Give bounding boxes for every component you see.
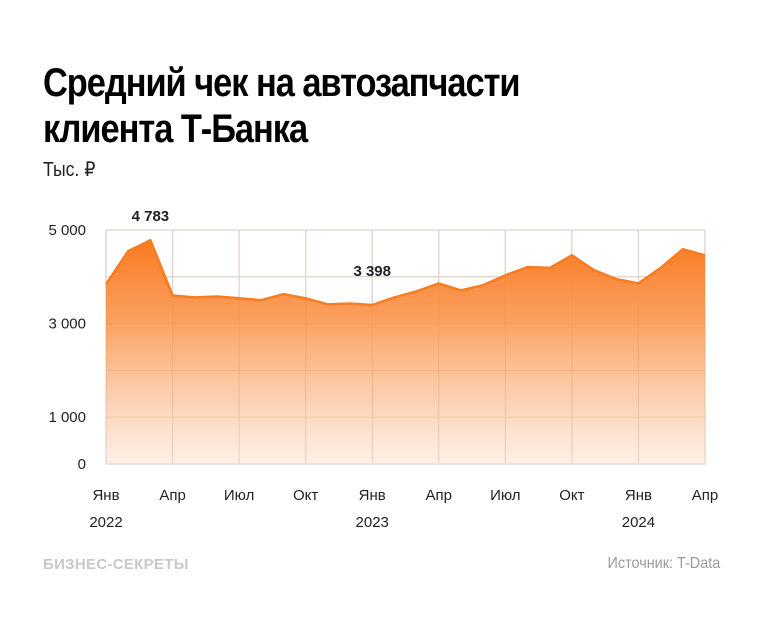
x-tick-label: Июл <box>490 487 520 504</box>
data-line <box>104 238 706 307</box>
value-annotation: 3 398 <box>353 263 391 280</box>
x-tick-label: Апр <box>426 487 452 504</box>
brand-logo: БИЗНЕС-СЕКРЕТЫ <box>43 556 189 573</box>
x-tick-label: Окт <box>559 487 584 504</box>
chart-title: Средний чек на автозапчасти клиента Т-Ба… <box>43 61 521 151</box>
x-tick-label: Июл <box>224 487 254 504</box>
x-tick-label: Окт <box>293 487 318 504</box>
y-axis-ticks: 5 000 3 000 1 000 0 <box>48 222 86 473</box>
y-tick-label: 0 <box>78 456 86 473</box>
y-tick-label: 5 000 <box>48 222 86 239</box>
x-tick-year: 2023 <box>356 514 389 531</box>
x-tick-label: Апр <box>692 487 718 504</box>
x-axis-ticks: Янв 2022 Апр Июл Окт Янв 2023 Апр Июл Окт Янв 2024 А… <box>89 487 718 531</box>
unit-label: Тыс. ₽ <box>43 159 96 181</box>
x-tick-label: Янв <box>92 487 119 504</box>
value-annotation: 4 783 <box>132 208 170 225</box>
x-tick-label: Апр <box>159 487 185 504</box>
area-fill <box>106 240 705 464</box>
y-tick-label: 3 000 <box>48 316 86 333</box>
x-tick-label: Янв <box>359 487 386 504</box>
x-tick-year: 2022 <box>89 514 122 531</box>
y-tick-label: 1 000 <box>48 409 86 426</box>
x-tick-label: Янв <box>625 487 652 504</box>
x-tick-year: 2024 <box>622 514 655 531</box>
source-note: Источник: T-Data <box>607 555 720 572</box>
data-annotations: 4 783 3 398 <box>132 208 391 280</box>
